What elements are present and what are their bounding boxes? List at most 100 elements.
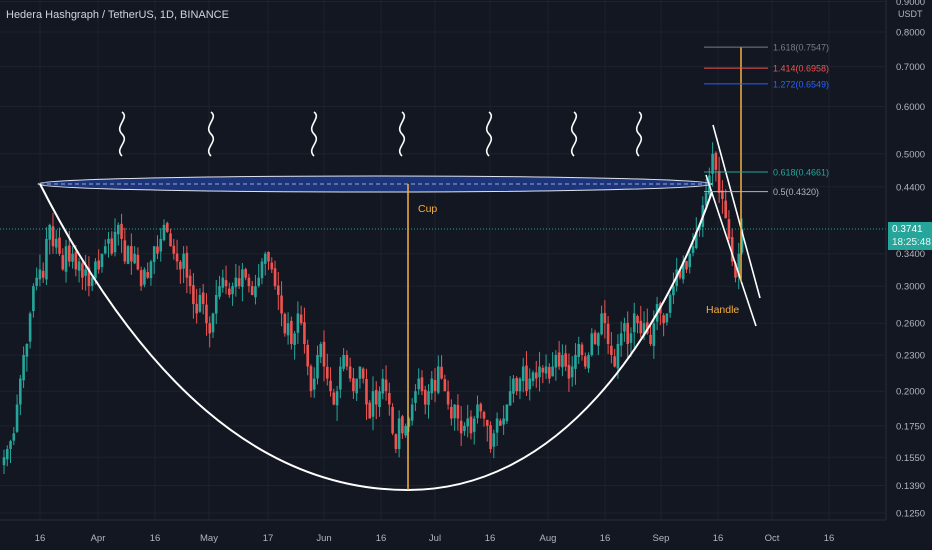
y-tick-label: 0.3400: [896, 249, 925, 260]
x-tick-label: 17: [263, 533, 274, 544]
y-tick-label: 0.1550: [896, 453, 925, 464]
candle-body: [152, 246, 156, 262]
candle-body: [688, 253, 692, 268]
y-tick-label: 0.3000: [896, 282, 925, 293]
candle-body: [668, 294, 672, 313]
candle-body: [420, 377, 424, 392]
candle-body: [165, 222, 169, 232]
chart-title: Hedera Hashgraph / TetherUS, 1D, BINANCE: [6, 9, 229, 21]
candle-body: [639, 320, 643, 334]
y-tick-label: 0.5000: [896, 149, 925, 160]
candle-body: [479, 403, 483, 412]
candle-body: [103, 246, 107, 254]
candle-body: [120, 223, 123, 239]
x-tick-label: May: [200, 533, 218, 544]
candle-body: [299, 314, 303, 324]
squiggle-mark: [570, 111, 578, 157]
squiggle-mark: [485, 111, 493, 157]
x-tick-label: Jul: [429, 533, 441, 544]
handle-line-upper: [712, 124, 761, 299]
candle-body: [577, 343, 581, 358]
candle-body: [339, 366, 342, 390]
candle-body: [649, 334, 652, 344]
candle-body: [355, 378, 358, 394]
candle-body: [335, 391, 339, 406]
candle-body: [508, 391, 512, 406]
candle-body: [446, 391, 450, 405]
candle-body: [263, 253, 267, 264]
candle-body: [5, 449, 9, 460]
candle-body: [485, 419, 489, 426]
y-tick-label: 0.1750: [896, 421, 925, 432]
candle-body: [469, 416, 473, 434]
y-tick-label: 0.4400: [896, 182, 925, 193]
candle-body: [374, 389, 378, 405]
candle-body: [48, 224, 52, 240]
candle-body: [312, 378, 316, 390]
x-tick-label: 16: [713, 533, 724, 544]
candle-body: [77, 261, 81, 271]
candle-body: [466, 418, 469, 427]
candle-body: [139, 270, 143, 287]
candle-body: [228, 288, 231, 295]
candle-body: [652, 323, 656, 346]
candle-body: [221, 277, 225, 288]
candle-body: [159, 238, 163, 252]
candle-body: [665, 313, 669, 323]
candle-body: [237, 278, 241, 287]
fib-level-label: 1.618(0.7547): [773, 43, 829, 53]
candle-body: [489, 425, 492, 450]
candle-body: [345, 355, 349, 367]
candle-body: [329, 380, 332, 392]
candle-body: [597, 333, 600, 346]
squiggle-mark: [398, 111, 406, 157]
candle-body: [290, 320, 293, 344]
candle-body: [538, 366, 541, 378]
candle-body: [544, 366, 548, 374]
candle-body: [678, 270, 682, 278]
candle-body: [433, 380, 437, 392]
candle-body: [270, 262, 274, 270]
x-tick-label: 16: [824, 533, 835, 544]
candle-body: [192, 285, 195, 305]
squiggle-mark: [118, 111, 126, 157]
squiggle-mark: [207, 111, 215, 157]
candle-body: [322, 341, 326, 367]
y-axis: 0.9000 0.8000 0.7000 0.6000 0.5000 0.4400 0.34…: [896, 0, 925, 520]
candle-body: [525, 365, 528, 392]
candle-body: [51, 226, 55, 247]
candle-body: [309, 366, 313, 392]
x-tick-label: Aug: [540, 533, 557, 544]
candle-body: [35, 277, 38, 286]
candle-body: [277, 285, 280, 295]
candle-body: [361, 368, 365, 379]
candle-body: [254, 286, 257, 298]
candle-body: [342, 354, 345, 369]
handle-line-lower: [705, 174, 757, 327]
candle-body: [260, 261, 264, 279]
candle-body: [727, 218, 731, 239]
candle-body: [734, 263, 737, 278]
candle-body: [179, 261, 182, 270]
candle-body: [672, 286, 675, 296]
candle-body: [704, 192, 708, 206]
candle-body: [201, 292, 205, 305]
candle-body: [87, 267, 91, 287]
candle-body: [561, 354, 564, 368]
candle-body: [54, 238, 58, 248]
y-tick-label: 0.7000: [896, 62, 925, 73]
y-tick-label: 0.1250: [896, 509, 925, 520]
candle-body: [730, 237, 734, 262]
candle-body: [590, 333, 594, 356]
candle-body: [600, 313, 603, 335]
candle-body: [133, 253, 136, 264]
candle-body: [358, 366, 362, 379]
candle-body: [437, 366, 440, 393]
candle-body: [368, 402, 372, 419]
cup-rim-ellipse: [37, 175, 713, 193]
candle-body: [316, 354, 319, 379]
candle-body: [250, 286, 254, 295]
x-axis: 16 Apr 16 May 17 Jun 16 Jul 16 Aug 16 Sep 16 Oct 16: [35, 533, 835, 544]
candle-body: [286, 323, 290, 336]
